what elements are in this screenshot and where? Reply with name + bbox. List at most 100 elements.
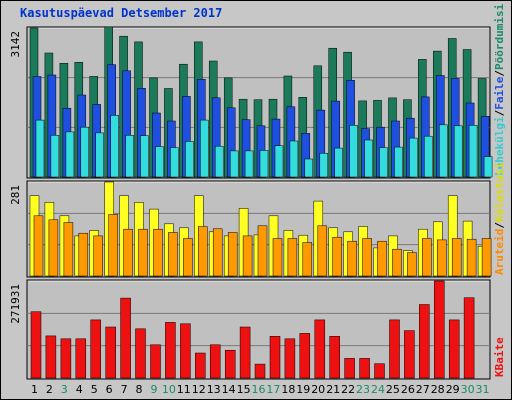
bar-hits-Lehekülgi-16: [259, 150, 269, 178]
bar-kbytes-KBaite-5: [90, 319, 101, 379]
x-label-7: 7: [121, 383, 128, 396]
x-label-2: 2: [46, 383, 53, 396]
bar-visits-Aruteid-29: [451, 238, 462, 277]
bar-kbytes-KBaite-14: [224, 349, 236, 379]
bar-kbytes-KBaite-20: [314, 319, 326, 379]
bar-hits-Lehekülgi-15: [244, 150, 254, 178]
bar-visits-Aruteid-23: [362, 238, 372, 277]
bar-visits-Aruteid-3: [63, 222, 74, 277]
bar-kbytes-KBaite-16: [254, 363, 266, 379]
bar-kbytes-KBaite-11: [180, 323, 191, 379]
bar-visits-Aruteid-19: [302, 242, 313, 277]
legend-visits: Aruteid/Külastusi: [493, 162, 506, 275]
x-label-27: 27: [416, 383, 430, 396]
ymax-label-visits: 281: [9, 185, 22, 205]
x-label-16: 16: [252, 383, 266, 396]
legend-entry: KBaite: [493, 337, 506, 377]
bar-visits-Aruteid-1: [33, 215, 44, 277]
bar-hits-Lehekülgi-6: [110, 115, 119, 178]
x-label-11: 11: [177, 383, 191, 396]
bar-hits-Lehekülgi-9: [155, 146, 164, 178]
bar-hits-Lehekülgi-4: [80, 126, 90, 178]
legend-separator: /: [493, 70, 506, 77]
bar-hits-Lehekülgi-17: [274, 145, 284, 178]
bar-kbytes-KBaite-26: [404, 330, 415, 379]
bar-visits-Aruteid-13: [212, 228, 223, 277]
x-label-6: 6: [106, 383, 113, 396]
x-label-3: 3: [61, 383, 68, 396]
x-label-18: 18: [281, 383, 295, 396]
bar-hits-Lehekülgi-28: [439, 124, 448, 178]
legend-separator: /: [493, 109, 506, 116]
bar-hits-Lehekülgi-29: [453, 125, 463, 178]
legend-entry: Lehekülgi: [493, 116, 506, 176]
bar-hits-Lehekülgi-10: [170, 147, 179, 178]
x-label-12: 12: [192, 383, 206, 396]
bar-kbytes-KBaite-30: [463, 297, 475, 379]
bar-kbytes-KBaite-15: [239, 326, 251, 379]
bar-visits-Aruteid-10: [168, 232, 178, 277]
bar-visits-Aruteid-12: [198, 226, 208, 277]
bar-hits-Lehekülgi-14: [229, 150, 239, 178]
bar-hits-Lehekülgi-12: [200, 119, 209, 178]
bar-visits-Aruteid-30: [466, 238, 477, 277]
bar-kbytes-KBaite-27: [419, 304, 430, 379]
bar-kbytes-KBaite-8: [135, 328, 146, 379]
bar-hits-Lehekülgi-11: [185, 141, 194, 178]
legend-entry: Faile: [493, 76, 506, 109]
x-label-31: 31: [476, 383, 490, 396]
bar-kbytes-KBaite-13: [209, 344, 221, 379]
x-label-17: 17: [266, 383, 280, 396]
bar-kbytes-KBaite-10: [165, 322, 176, 379]
bar-hits-Lehekülgi-25: [394, 146, 403, 178]
bar-visits-Aruteid-26: [407, 252, 417, 277]
bar-visits-Aruteid-11: [183, 238, 193, 277]
x-label-29: 29: [446, 383, 460, 396]
bar-visits-Aruteid-8: [138, 228, 148, 277]
x-label-25: 25: [386, 383, 400, 396]
legend-kbytes: KBaite: [493, 337, 506, 377]
ymax-label-hits: 3142: [9, 31, 22, 58]
legend-entry: Aruteid: [493, 229, 506, 275]
x-label-26: 26: [401, 383, 415, 396]
bar-kbytes-KBaite-4: [75, 338, 87, 379]
legend-hits: Lehekülgi/Faile/Pöördumisi: [493, 3, 506, 176]
bar-visits-Aruteid-27: [422, 238, 432, 277]
bar-hits-Lehekülgi-8: [140, 135, 149, 178]
x-label-13: 13: [207, 383, 221, 396]
bar-kbytes-KBaite-22: [344, 358, 355, 379]
bar-visits-Aruteid-22: [347, 240, 357, 277]
bar-hits-Lehekülgi-23: [364, 139, 373, 178]
bar-hits-Lehekülgi-3: [65, 131, 75, 178]
bar-hits-Lehekülgi-30: [468, 125, 478, 178]
bar-visits-Aruteid-17: [272, 238, 283, 277]
bar-kbytes-KBaite-19: [299, 333, 311, 379]
x-label-8: 8: [136, 383, 143, 396]
bar-kbytes-KBaite-24: [374, 363, 385, 379]
bar-kbytes-KBaite-23: [359, 358, 370, 379]
x-label-4: 4: [76, 383, 83, 396]
bar-kbytes-KBaite-18: [284, 338, 296, 379]
bar-hits-Lehekülgi-20: [319, 153, 329, 178]
bar-kbytes-KBaite-3: [60, 338, 72, 379]
bar-visits-Aruteid-24: [377, 240, 387, 277]
x-label-30: 30: [461, 383, 475, 396]
bar-kbytes-KBaite-29: [448, 319, 460, 379]
bar-hits-Lehekülgi-1: [35, 119, 45, 178]
bar-kbytes-KBaite-12: [195, 352, 206, 379]
bar-kbytes-KBaite-9: [150, 344, 161, 379]
bar-kbytes-KBaite-17: [269, 336, 281, 379]
bar-hits-Lehekülgi-5: [95, 132, 104, 178]
x-label-14: 14: [222, 383, 236, 396]
bar-visits-Aruteid-14: [227, 232, 238, 277]
bar-visits-Aruteid-25: [392, 248, 402, 277]
bar-hits-Lehekülgi-27: [424, 135, 433, 178]
bar-hits-Lehekülgi-2: [50, 135, 60, 178]
x-label-20: 20: [311, 383, 325, 396]
bar-hits-Lehekülgi-21: [334, 147, 343, 178]
x-label-28: 28: [431, 383, 445, 396]
x-label-5: 5: [91, 383, 98, 396]
bar-hits-Lehekülgi-22: [349, 125, 358, 178]
bar-kbytes-KBaite-25: [389, 319, 400, 379]
